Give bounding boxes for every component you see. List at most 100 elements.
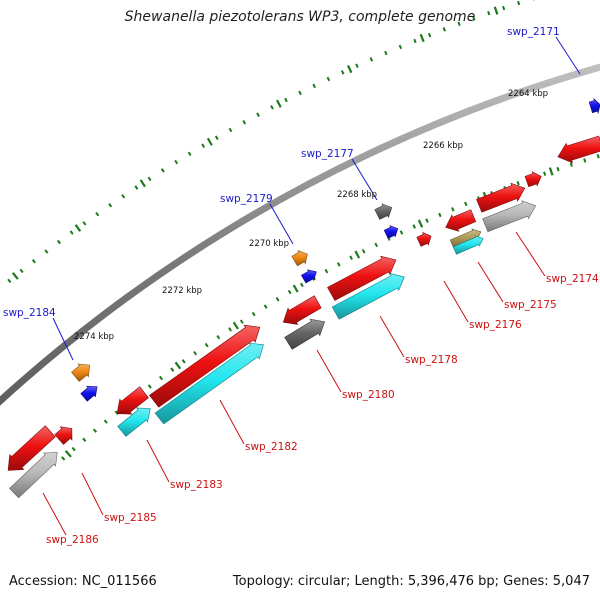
inner-tick — [598, 154, 599, 158]
gene-feature-swp_2175 — [446, 210, 476, 232]
outer-tick — [518, 1, 519, 5]
outer-major-tick — [13, 273, 18, 279]
gene-feature-swp_2179 — [292, 251, 308, 266]
outer-tick — [400, 45, 402, 49]
inner-tick — [241, 320, 243, 323]
callout-line-swp_2178 — [380, 316, 404, 357]
inner-tick — [426, 219, 428, 223]
inner-major-tick — [66, 451, 71, 457]
outer-tick — [271, 106, 273, 110]
scale-label: 2270 kbp — [249, 239, 289, 249]
accession-text: Accession: NC_011566 — [9, 574, 157, 589]
inner-major-tick — [234, 322, 238, 329]
inner-tick — [325, 269, 327, 273]
inner-tick — [401, 231, 403, 235]
callout-line-swp_2182 — [220, 400, 244, 444]
genome-stats-text: Topology: circular; Length: 5,396,476 bp… — [233, 574, 590, 589]
inner-major-tick — [176, 362, 181, 368]
inner-tick — [265, 305, 267, 308]
outer-tick — [189, 152, 191, 155]
gene-feature-swp_2177-cds — [384, 226, 398, 239]
gene-callouts: swp_2171swp_2177swp_2179swp_2184swp_2174… — [3, 26, 599, 546]
gene-feature-swp_2171 — [589, 99, 600, 113]
outer-major-tick — [277, 100, 281, 107]
outer-major-tick — [76, 225, 81, 231]
inner-tick — [217, 336, 219, 339]
gene-feature-swp_2173 — [525, 172, 541, 187]
outer-tick — [371, 58, 373, 62]
gene-label-swp_2186: swp_2186 — [46, 534, 99, 546]
callout-line-swp_2183 — [147, 440, 169, 482]
inner-major-tick — [355, 251, 359, 258]
inner-tick — [194, 352, 196, 355]
callout-line-swp_2180 — [317, 350, 341, 392]
outer-tick — [148, 177, 150, 180]
outer-tick — [122, 195, 124, 198]
inner-tick — [571, 163, 572, 167]
inner-tick — [183, 360, 185, 363]
map-title: Shewanella piezotolerans WP3, complete g… — [0, 9, 600, 25]
outer-tick — [356, 64, 358, 68]
outer-tick — [175, 160, 177, 163]
inner-tick — [517, 181, 518, 185]
inner-tick — [439, 213, 441, 217]
gene-feature-swp_2184 — [72, 364, 90, 382]
gene-label-swp_2185: swp_2185 — [104, 512, 157, 524]
gene-label-swp_2176: swp_2176 — [469, 319, 522, 331]
scale-label: 2266 kbp — [423, 141, 463, 151]
outer-tick — [8, 279, 11, 282]
inner-tick — [72, 448, 75, 451]
gene-label-swp_2171: swp_2171 — [507, 26, 560, 38]
gene-label-swp_2182: swp_2182 — [245, 441, 298, 453]
inner-tick — [171, 368, 173, 371]
callout-line-swp_2175 — [478, 262, 503, 302]
callout-line-swp_2185 — [82, 473, 103, 515]
callout-line-swp_2186 — [43, 493, 66, 535]
gene-label-swp_2180: swp_2180 — [342, 389, 395, 401]
outer-tick — [257, 113, 259, 117]
outer-tick — [45, 250, 47, 253]
inner-tick — [413, 225, 415, 229]
inner-tick — [363, 249, 365, 253]
outer-tick — [216, 136, 218, 139]
outer-tick — [83, 222, 85, 225]
callout-line-swp_2176 — [444, 281, 468, 322]
inner-tick — [277, 298, 279, 301]
inner-tick — [452, 207, 454, 211]
scale-label: 2272 kbp — [162, 286, 202, 296]
outer-tick — [33, 260, 35, 263]
outer-tick — [96, 213, 98, 216]
callout-line-swp_2171 — [556, 37, 580, 74]
outer-tick — [135, 186, 137, 189]
outer-major-tick — [141, 180, 145, 187]
inner-major-tick — [550, 168, 553, 176]
gene-label-swp_2184: swp_2184 — [3, 307, 56, 319]
inner-tick — [465, 202, 467, 206]
gene-label-swp_2177: swp_2177 — [301, 148, 354, 160]
gene-feature-swp_2172 — [558, 136, 600, 163]
outer-tick — [202, 144, 204, 147]
inner-tick — [301, 283, 303, 286]
outer-tick — [229, 128, 231, 131]
callout-line-swp_2174 — [516, 232, 545, 276]
inner-tick — [253, 312, 255, 315]
outer-tick — [109, 204, 111, 207]
gene-feature-swp_2177 — [375, 204, 392, 220]
outer-tick — [70, 231, 72, 234]
gene-feature-swp_2184-cds — [81, 386, 97, 401]
outer-major-tick — [421, 34, 424, 41]
outer-tick — [285, 98, 287, 102]
inner-tick — [83, 438, 86, 441]
inner-tick — [229, 328, 231, 331]
inner-tick — [375, 243, 377, 247]
inner-tick — [289, 290, 291, 293]
gene-label-swp_2183: swp_2183 — [170, 479, 223, 491]
inner-major-tick — [419, 220, 422, 227]
scale-label: 2268 kbp — [337, 190, 377, 200]
inner-tick — [94, 429, 97, 432]
inner-tick — [160, 376, 162, 379]
outer-major-tick — [348, 65, 351, 72]
gene-label-swp_2179: swp_2179 — [220, 193, 273, 205]
inner-tick — [206, 343, 208, 346]
